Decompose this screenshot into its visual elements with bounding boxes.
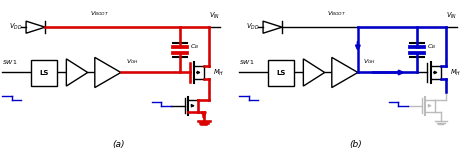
- Text: $SW1$: $SW1$: [2, 58, 18, 66]
- Text: $C_B$: $C_B$: [427, 42, 436, 51]
- Text: $V_{BOOT}$: $V_{BOOT}$: [327, 9, 346, 18]
- Text: LS: LS: [276, 70, 285, 76]
- Bar: [31, 60, 57, 86]
- Polygon shape: [66, 59, 88, 86]
- Text: $M_H$: $M_H$: [450, 67, 461, 78]
- Text: $V_{DD}$: $V_{DD}$: [9, 22, 23, 32]
- Text: $SW1$: $SW1$: [239, 58, 255, 66]
- Text: $V_{GH}$: $V_{GH}$: [126, 58, 138, 66]
- Text: (b): (b): [349, 140, 362, 149]
- Text: $V_{IN}$: $V_{IN}$: [209, 11, 220, 21]
- Polygon shape: [95, 57, 121, 88]
- Text: $V_{GH}$: $V_{GH}$: [363, 58, 375, 66]
- Text: $C_B$: $C_B$: [190, 42, 199, 51]
- Polygon shape: [332, 57, 358, 88]
- Text: LS: LS: [39, 70, 48, 76]
- Text: $V_{IN}$: $V_{IN}$: [446, 11, 457, 21]
- Text: $M_H$: $M_H$: [213, 67, 224, 78]
- Bar: [268, 60, 294, 86]
- Text: $V_{DD}$: $V_{DD}$: [246, 22, 260, 32]
- Text: (a): (a): [112, 140, 125, 149]
- Text: $V_{BOOT}$: $V_{BOOT}$: [90, 9, 109, 18]
- Polygon shape: [303, 59, 325, 86]
